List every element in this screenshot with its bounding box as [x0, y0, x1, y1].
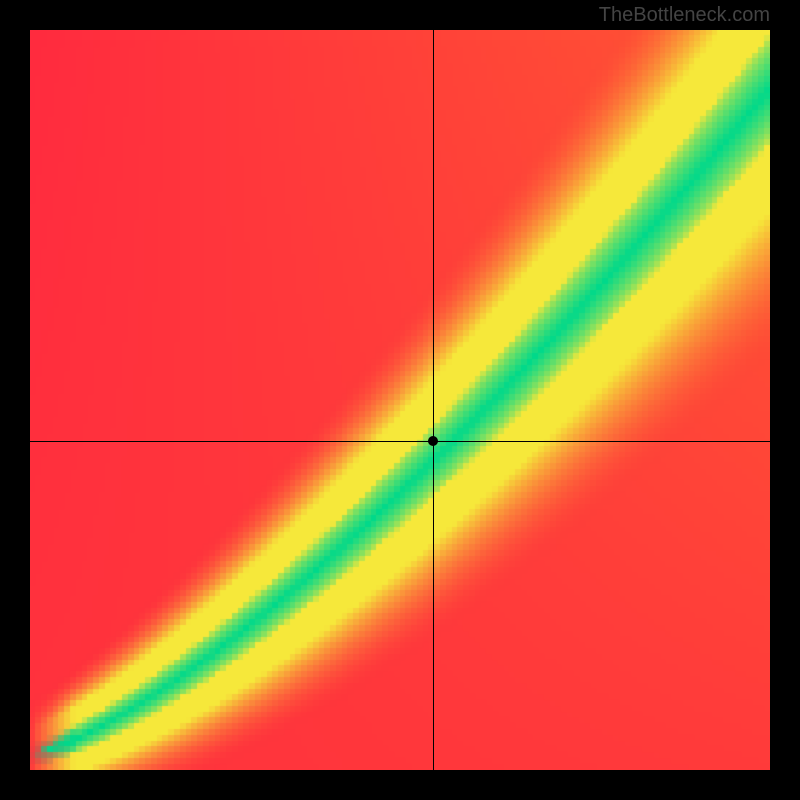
operating-point-marker — [428, 436, 438, 446]
crosshair-vertical — [433, 30, 434, 770]
heatmap-canvas — [30, 30, 770, 770]
bottleneck-heatmap — [30, 30, 770, 770]
watermark-text: TheBottleneck.com — [599, 4, 770, 27]
crosshair-horizontal — [30, 441, 770, 442]
